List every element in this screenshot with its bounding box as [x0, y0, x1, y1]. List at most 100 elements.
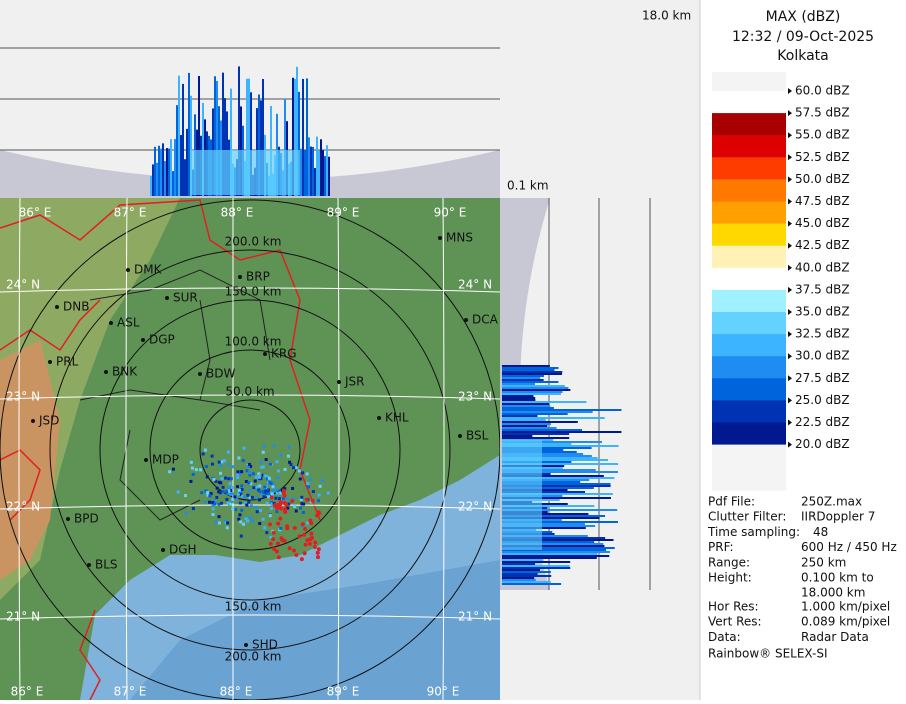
echo-cell — [210, 462, 214, 466]
echo-row — [502, 419, 546, 421]
echo-cell — [259, 477, 263, 481]
echo-cell — [317, 499, 321, 503]
legend-tick — [788, 242, 792, 249]
echo-cell — [231, 507, 235, 511]
echo-cell — [258, 508, 262, 512]
echo-row — [502, 553, 598, 555]
echo-cell — [250, 495, 254, 499]
echo-cell — [257, 472, 261, 476]
legend-swatch — [712, 179, 786, 202]
echo-row — [502, 409, 622, 411]
echo-cell — [261, 517, 265, 521]
echo-cell — [247, 488, 251, 492]
city-label: BRP — [246, 270, 270, 284]
echo-row — [502, 395, 534, 397]
echo-column — [298, 91, 300, 196]
echo-cell — [219, 471, 223, 475]
legend-label: 32.5 dBZ — [795, 327, 850, 341]
echo-cell — [249, 464, 253, 468]
echo-row — [502, 581, 551, 583]
echo-red — [303, 526, 308, 531]
echo-cell — [248, 496, 252, 500]
legend-tick — [788, 110, 792, 117]
latitude-label: 22° N — [6, 500, 40, 514]
echo-cell — [264, 491, 268, 495]
echo-cell — [263, 474, 267, 478]
city-dot — [126, 268, 130, 272]
echo-red — [275, 541, 280, 546]
echo-row — [502, 583, 562, 585]
echo-core — [190, 150, 300, 195]
time: 12:32 / 09-Oct-2025 — [732, 29, 874, 45]
legend-label: 30.0 dBZ — [795, 349, 850, 363]
echo-column — [238, 66, 240, 196]
echo-column — [214, 76, 216, 196]
echo-cell — [225, 497, 229, 501]
echo-cell — [230, 492, 234, 496]
echo-cell — [211, 507, 215, 511]
echo-row — [502, 407, 554, 409]
echo-column — [308, 137, 310, 196]
echo-cell — [318, 484, 322, 488]
echo-row — [502, 417, 605, 419]
echo-red — [285, 526, 290, 531]
city-label: DGP — [149, 333, 175, 347]
echo-row — [502, 517, 600, 519]
info-key: Hor Res: — [708, 600, 759, 614]
echo-row — [502, 537, 606, 539]
city-label: KRG — [271, 347, 297, 361]
echo-column — [246, 78, 248, 196]
echo-cell — [223, 476, 227, 480]
echo-row — [502, 551, 610, 553]
echo-row — [502, 559, 544, 561]
echo-row — [502, 423, 551, 425]
echo-cell — [220, 460, 224, 464]
echo-cell — [320, 478, 324, 482]
city-dot — [66, 517, 70, 521]
echo-cell — [247, 481, 251, 485]
map: 86° E 87° E 88° E 89° E 90° E 86° E 87° E 88° E… — [0, 198, 500, 700]
city-label: BLS — [95, 558, 118, 572]
legend-label: 25.0 dBZ — [795, 393, 850, 407]
city-label: JSD — [38, 414, 59, 428]
echo-cell — [283, 487, 287, 491]
city-dot — [464, 318, 468, 322]
echo-cell — [171, 467, 175, 471]
echo-cell — [210, 454, 214, 458]
echo-cell — [237, 517, 241, 521]
echo-cell — [261, 490, 265, 494]
echo-cell — [286, 454, 290, 458]
echo-cell — [289, 463, 293, 467]
echo-cell — [223, 519, 227, 523]
echo-cell — [245, 503, 249, 507]
echo-row — [502, 567, 571, 569]
echo-column — [324, 156, 326, 196]
echo-red — [271, 530, 276, 535]
echo-cell — [317, 493, 321, 497]
echo-column — [178, 75, 180, 196]
legend-label: 40.0 dBZ — [795, 260, 850, 274]
echo-red — [315, 550, 320, 555]
echo-red — [272, 503, 277, 508]
echo-row — [502, 569, 540, 571]
echo-cell — [204, 489, 208, 493]
city-label: DCA — [472, 313, 499, 327]
echo-cell — [238, 513, 242, 517]
legend-tick — [788, 220, 792, 227]
legend-top — [712, 72, 786, 91]
echo-red — [280, 538, 285, 543]
echo-cell — [237, 456, 241, 460]
echo-cell — [217, 515, 221, 519]
echo-row — [502, 497, 611, 499]
echo-row — [502, 375, 544, 377]
range-label: 150.0 km — [225, 285, 282, 299]
echo-cell — [270, 492, 274, 496]
legend-label: 47.5 dBZ — [795, 194, 850, 208]
echo-column — [198, 76, 200, 196]
echo-row — [502, 425, 548, 427]
longitude-label: 90° E — [427, 685, 460, 699]
echo-row — [502, 555, 610, 557]
echo-column — [250, 92, 252, 196]
legend-bottom — [712, 444, 786, 491]
echo-cell — [262, 444, 266, 448]
